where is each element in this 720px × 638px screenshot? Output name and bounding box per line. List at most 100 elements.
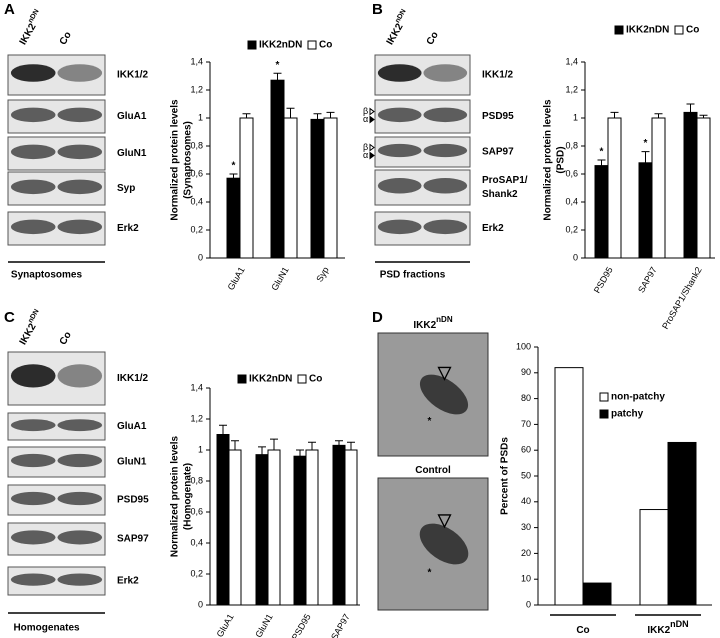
error-bar (229, 173, 238, 179)
error-bar (242, 113, 251, 118)
lane-text: IKK2 (17, 321, 38, 347)
y-tick-label: 0,8 (190, 475, 203, 485)
image-title: Control (415, 465, 451, 476)
category-text: IKK2 (647, 625, 670, 636)
blot-band (10, 573, 56, 586)
panel-label: B (372, 1, 383, 18)
bar (283, 117, 298, 259)
row-label: Syp (117, 183, 135, 194)
y-axis-label: Normalized protein levels (170, 435, 181, 557)
row-label: IKK1/2 (117, 373, 149, 384)
blot-band (10, 64, 56, 82)
row-label: ProSAP1/ (482, 175, 528, 186)
y-tick-label: 100 (516, 341, 531, 351)
blot-band (57, 144, 103, 160)
em-texture (419, 374, 469, 415)
y-axis-label: (Homogenate) (183, 463, 194, 530)
legend-label: Co (686, 25, 699, 36)
y-tick-label: 1,4 (565, 56, 578, 66)
blot-band (10, 453, 56, 468)
bar (554, 367, 584, 606)
row-label: PSD95 (482, 111, 514, 122)
isoform-arrow (369, 115, 375, 124)
y-tick-label: 20 (521, 548, 531, 558)
blot-band (10, 364, 56, 388)
lane-text: IKK2 (384, 21, 405, 47)
blot-band (423, 178, 468, 194)
error-bar (597, 159, 606, 166)
blot-band (57, 530, 103, 545)
blot-band (10, 419, 56, 432)
em-arrow (437, 514, 452, 529)
isoform-arrow (369, 143, 375, 152)
image-title-superscript: nDN (436, 315, 453, 324)
lane-label: Co (57, 30, 73, 47)
bar (667, 441, 697, 606)
lane-text: Co (57, 30, 73, 47)
panel-label: C (4, 309, 15, 326)
significance: * (644, 138, 648, 149)
blot-band (57, 419, 103, 432)
blot-band (57, 364, 103, 388)
blot-band (57, 573, 103, 586)
y-tick-label: 1,4 (190, 382, 203, 392)
blot-band (377, 219, 422, 235)
row-label: GluA1 (117, 111, 147, 122)
x-tick-label: GluA1 (226, 265, 247, 292)
isoform-marker: β (363, 106, 368, 116)
blot-band (57, 491, 103, 506)
bar (582, 582, 612, 606)
y-tick-label: 60 (521, 445, 531, 455)
legend-swatch (599, 392, 609, 402)
significance: * (232, 161, 236, 172)
x-tick-label: ProSAP1/Shank2 (660, 265, 704, 331)
error-bar (231, 440, 239, 450)
y-tick-label: 0,4 (190, 537, 203, 547)
lane-label: Co (424, 30, 440, 47)
row-label: Shank2 (482, 189, 518, 200)
blot-band (10, 219, 56, 235)
image-title: IKK2nDN (413, 315, 452, 331)
em-marker: * (428, 568, 432, 579)
isoform-marker: α (363, 150, 368, 160)
image-title-text: IKK2 (413, 320, 436, 331)
em-arrow (437, 366, 452, 381)
error-bar (273, 72, 282, 81)
y-tick-label: 90 (521, 367, 531, 377)
legend-swatch (599, 409, 609, 419)
lane-label: IKK2nDN (16, 308, 46, 347)
y-tick-label: 0,2 (190, 568, 203, 578)
lane-label: IKK2nDN (16, 8, 46, 47)
lane-text: IKK2 (17, 21, 38, 47)
legend-swatch (614, 25, 624, 35)
row-label: Erk2 (117, 223, 139, 234)
y-tick-label: 80 (521, 393, 531, 403)
bar (270, 79, 285, 259)
bar (344, 449, 358, 606)
error-bar (347, 441, 355, 450)
y-tick-label: 0 (198, 252, 203, 262)
blot-band (57, 107, 103, 123)
isoform-arrow (369, 151, 375, 160)
bar (651, 117, 666, 259)
legend-label: IKK2nDN (259, 40, 302, 51)
blot-band (57, 64, 103, 82)
y-tick-label: 10 (521, 574, 531, 584)
y-axis-label: Percent of PSDs (500, 437, 511, 515)
blot-footer: PSD fractions (380, 270, 446, 281)
blot-band (57, 453, 103, 468)
x-tick-label: Syp (314, 265, 330, 283)
legend-swatch (247, 40, 257, 50)
y-tick-label: 30 (521, 522, 531, 532)
legend-label: IKK2nDN (626, 25, 669, 36)
isoform-arrow (369, 107, 375, 116)
bar (305, 449, 319, 606)
y-tick-label: 0,8 (190, 140, 203, 150)
bar (683, 111, 698, 259)
blot-band (57, 219, 103, 235)
error-bar (641, 151, 650, 163)
category-text: Co (576, 625, 589, 636)
bar (239, 117, 254, 259)
legend-label: IKK2nDN (249, 374, 292, 385)
error-bar (286, 107, 295, 118)
